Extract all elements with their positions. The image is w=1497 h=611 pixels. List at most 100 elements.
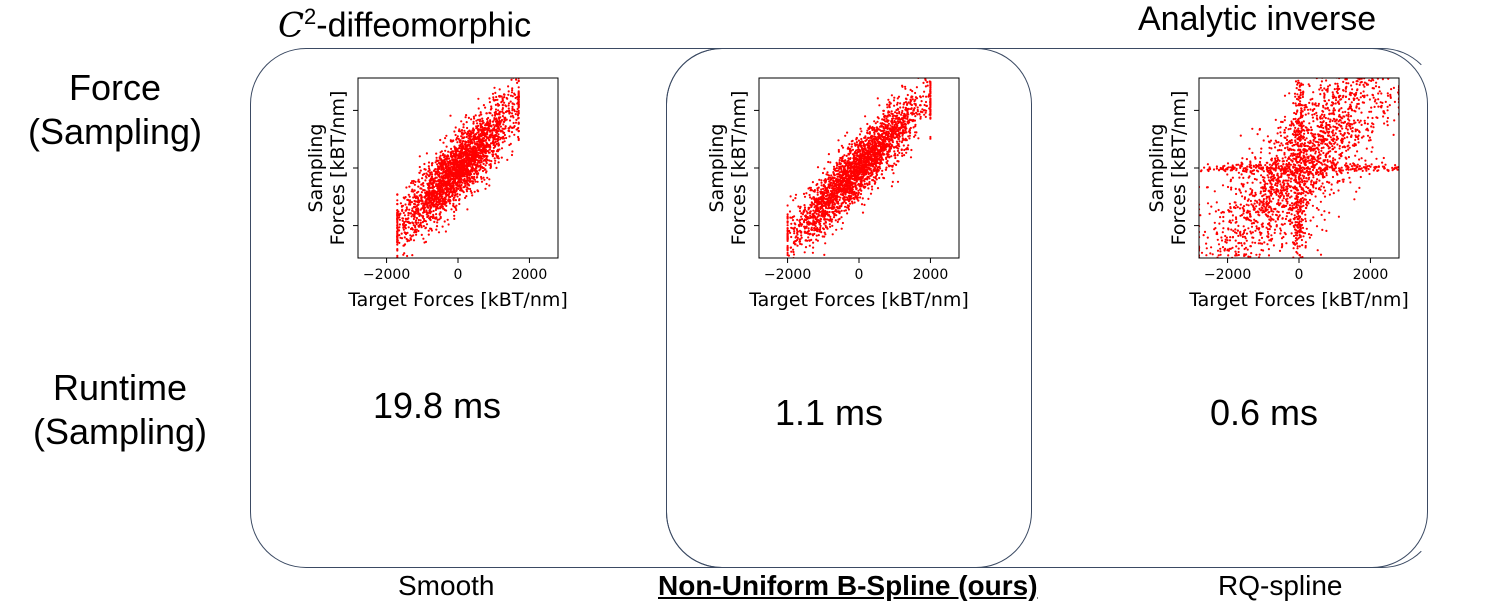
scatter-point	[479, 141, 482, 144]
scatter-point	[485, 158, 488, 161]
scatter-point	[851, 202, 854, 205]
scatter-point	[428, 167, 431, 170]
scatter-point	[847, 146, 850, 149]
scatter-point	[904, 85, 907, 88]
scatter-point	[831, 210, 834, 214]
scatter-point	[441, 205, 444, 208]
scatter-point	[886, 162, 889, 165]
scatter-point	[818, 178, 821, 181]
scatter-point	[855, 196, 858, 199]
scatter-point	[517, 96, 520, 99]
scatter-point	[422, 184, 425, 187]
scatter-point	[483, 178, 486, 181]
scatter-point	[405, 186, 408, 189]
scatter-point	[816, 230, 819, 233]
scatter-point	[428, 191, 431, 194]
scatter-point	[465, 149, 468, 152]
scatter-point	[430, 193, 433, 196]
scatter-point	[906, 113, 909, 116]
scatter-point	[832, 182, 835, 185]
scatter-point	[479, 152, 482, 155]
scatter-point	[507, 107, 510, 110]
scatter-point	[518, 71, 520, 73]
scatter-point	[828, 186, 831, 189]
scatter-point	[903, 101, 906, 104]
scatter-point	[504, 125, 507, 128]
scatter-point	[428, 189, 431, 192]
scatter-point	[868, 183, 871, 186]
scatter-point	[470, 135, 473, 138]
scatter-point	[464, 116, 467, 119]
scatter-point	[837, 139, 840, 142]
scatter-point	[515, 118, 518, 121]
scatter-point	[425, 190, 429, 193]
scatter-point	[847, 206, 850, 209]
scatter-point	[396, 217, 399, 220]
scatter-point	[481, 144, 484, 147]
scatter-point	[868, 177, 871, 180]
scatter-point	[797, 205, 800, 208]
scatter-point	[808, 223, 811, 226]
scatter-point	[929, 106, 932, 109]
scatter-point	[448, 202, 452, 205]
scatter-point	[892, 114, 896, 117]
scatter-point	[486, 143, 489, 146]
scatter-point	[455, 174, 459, 177]
scatter-point	[901, 85, 904, 88]
scatter-point	[871, 143, 874, 146]
scatter-point	[442, 197, 445, 200]
scatter-point	[511, 105, 514, 108]
scatter-point	[398, 223, 401, 226]
scatter-point	[511, 107, 514, 110]
scatter-point	[886, 120, 889, 123]
scatter-point	[425, 198, 428, 201]
scatter-point	[471, 180, 475, 183]
scatter-point	[800, 259, 802, 261]
scatter-point	[477, 128, 480, 131]
scatter-point	[859, 196, 862, 199]
scatter-point	[433, 180, 436, 183]
scatter-point	[895, 112, 899, 115]
scatter-point	[481, 128, 484, 131]
scatter-point	[481, 119, 484, 122]
scatter-point	[509, 115, 512, 118]
scatter-point	[418, 180, 421, 183]
scatter-point	[417, 178, 420, 181]
scatter-point	[468, 184, 471, 187]
scatter-point	[465, 133, 469, 136]
scatter-point	[868, 125, 872, 128]
scatter-point	[510, 78, 513, 81]
scatter-point	[441, 188, 444, 191]
scatter-point	[814, 228, 817, 231]
scatter-point	[837, 179, 840, 182]
scatter-point	[803, 251, 806, 254]
scatter-point	[819, 202, 822, 205]
scatter-point	[492, 96, 495, 99]
scatter-point	[826, 171, 829, 174]
scatter-point	[417, 210, 420, 213]
scatter-point	[488, 139, 491, 142]
scatter-point	[871, 140, 874, 143]
scatter-point	[854, 150, 857, 154]
scatter-point	[900, 111, 904, 114]
scatter-point	[404, 231, 407, 235]
scatter-point	[430, 162, 434, 165]
scatter-point	[889, 135, 892, 138]
scatter-point	[450, 182, 453, 185]
scatter-point	[424, 226, 427, 229]
scatter-point	[895, 123, 898, 126]
scatter-point	[509, 125, 512, 128]
scatter-point	[868, 131, 871, 134]
scatter-point	[509, 94, 513, 97]
scatter-point	[486, 133, 489, 136]
scatter-point	[423, 206, 426, 210]
scatter-point	[843, 165, 846, 168]
scatter-point	[417, 185, 420, 188]
scatter-point	[833, 203, 836, 206]
scatter-point	[471, 194, 474, 197]
scatter-point	[462, 155, 465, 158]
scatter-point	[899, 126, 902, 129]
scatter-point	[890, 110, 893, 113]
scatter-point	[878, 104, 881, 107]
scatter-point	[517, 101, 520, 104]
